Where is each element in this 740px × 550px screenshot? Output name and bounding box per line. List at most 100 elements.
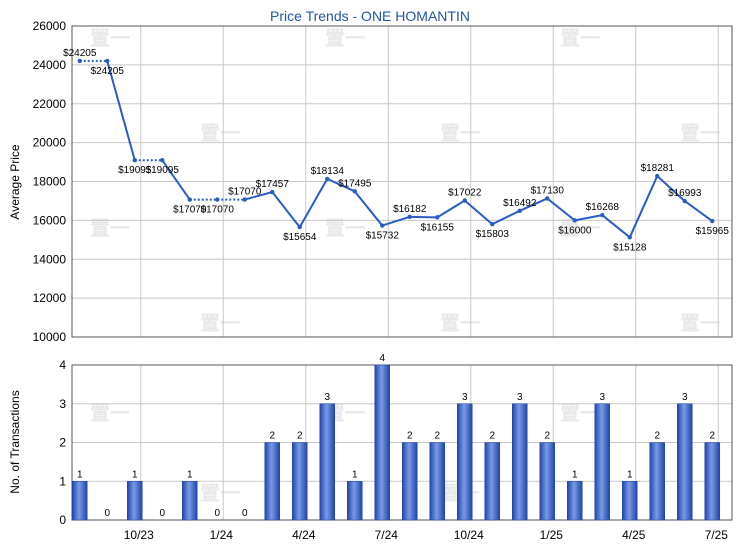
x-tick-label: 10/24 bbox=[454, 528, 484, 542]
bar-value-label: 2 bbox=[434, 431, 440, 442]
top-y-tick-label: 26000 bbox=[33, 19, 67, 33]
bar-value-label: 2 bbox=[297, 431, 303, 442]
price-point-label: $16993 bbox=[668, 188, 702, 199]
transaction-bar bbox=[402, 442, 418, 521]
top-y-tick-label: 12000 bbox=[33, 291, 67, 305]
price-point bbox=[490, 222, 495, 227]
price-point-label: $15128 bbox=[613, 242, 647, 253]
watermark-glyph: 置一 bbox=[325, 26, 365, 50]
bar-value-label: 2 bbox=[407, 431, 413, 442]
price-line-segment bbox=[298, 178, 329, 228]
price-point bbox=[270, 189, 275, 195]
price-point-label: $17070 bbox=[201, 205, 235, 216]
price-point-label: $17022 bbox=[448, 188, 482, 199]
transaction-bar bbox=[704, 442, 720, 521]
top-y-tick-label: 14000 bbox=[33, 252, 67, 266]
x-tick-label: 4/25 bbox=[622, 528, 646, 542]
price-line-segment bbox=[546, 197, 576, 222]
price-point bbox=[352, 189, 357, 194]
watermark-layer: 置一置一置一置一置一置一置一置一置一置一置一置一置一置一置一置一置一 bbox=[90, 26, 720, 505]
top-plot-grid bbox=[71, 25, 733, 338]
price-point bbox=[160, 158, 165, 163]
price-point-label: $17495 bbox=[338, 178, 372, 189]
price-point-label: $17070 bbox=[228, 187, 262, 198]
price-point bbox=[215, 197, 220, 202]
transaction-bar bbox=[429, 442, 445, 521]
watermark-glyph: 置一 bbox=[560, 26, 600, 50]
price-point bbox=[655, 173, 660, 179]
price-point bbox=[600, 212, 605, 218]
watermark-glyph: 置一 bbox=[200, 481, 240, 505]
price-point-label: $17457 bbox=[256, 179, 290, 190]
transaction-bar bbox=[264, 442, 280, 521]
price-point-labels: $24205$24205$19095$19095$17070$17070$170… bbox=[63, 48, 729, 253]
price-point-label: $17070 bbox=[173, 205, 207, 216]
price-line-series bbox=[77, 58, 715, 240]
top-y-tick-label: 22000 bbox=[33, 97, 67, 111]
bar-value-label: 2 bbox=[544, 431, 550, 442]
transaction-bar bbox=[622, 481, 638, 521]
x-tick-label: 1/25 bbox=[540, 528, 564, 542]
price-point bbox=[627, 235, 632, 240]
watermark-glyph: 置一 bbox=[90, 26, 130, 50]
bar-value-label: 0 bbox=[214, 508, 220, 519]
price-point-label: $16000 bbox=[558, 225, 592, 236]
x-tick-label: 7/25 bbox=[705, 528, 729, 542]
price-point bbox=[187, 197, 192, 202]
watermark-glyph: 置一 bbox=[200, 121, 240, 145]
transaction-bar bbox=[512, 403, 528, 521]
top-y-tick-label: 10000 bbox=[33, 330, 67, 344]
bar-value-label: 3 bbox=[324, 392, 330, 403]
bottom-y-tick-label: 4 bbox=[59, 358, 66, 372]
bottom-y-tick-label: 2 bbox=[59, 436, 66, 450]
price-point bbox=[132, 158, 137, 163]
transaction-bar bbox=[567, 481, 583, 521]
plot-border bbox=[71, 25, 733, 338]
transaction-bar bbox=[457, 403, 473, 521]
price-point bbox=[517, 208, 522, 214]
bar-value-label: 3 bbox=[682, 392, 688, 403]
price-line-segment bbox=[353, 190, 384, 227]
price-point-label: $15654 bbox=[283, 232, 317, 243]
top-y-tick-label: 24000 bbox=[33, 58, 67, 72]
price-point-label: $19095 bbox=[146, 165, 180, 176]
x-tick-label: 1/24 bbox=[210, 528, 234, 542]
price-point-label: $24205 bbox=[63, 48, 97, 59]
bottom-y-tick-labels: 0 1 2 3 4 bbox=[59, 358, 66, 527]
watermark-glyph: 置一 bbox=[560, 401, 600, 425]
price-line-segment bbox=[271, 191, 301, 228]
price-point-label: $16268 bbox=[586, 202, 620, 213]
transaction-bar bbox=[594, 403, 610, 521]
x-tick-label: 7/24 bbox=[375, 528, 399, 542]
watermark-glyph: 置一 bbox=[90, 216, 130, 240]
price-point-label: $18281 bbox=[641, 163, 675, 174]
x-tick-label: 4/24 bbox=[292, 528, 316, 542]
price-line-segment bbox=[519, 197, 548, 212]
price-point bbox=[242, 197, 247, 202]
price-point-label: $16182 bbox=[393, 204, 427, 215]
watermark-glyph: 置一 bbox=[680, 311, 720, 335]
bar-value-label: 3 bbox=[517, 392, 523, 403]
transaction-bar bbox=[677, 403, 693, 521]
bar-value-label: 0 bbox=[104, 508, 110, 519]
price-point-label: $15732 bbox=[366, 231, 400, 242]
price-line-segment bbox=[244, 191, 273, 201]
bar-value-label: 1 bbox=[187, 469, 193, 480]
bar-value-label: 3 bbox=[462, 392, 468, 403]
top-y-tick-labels: 10000 12000 14000 16000 18000 20000 22000 24000… bbox=[33, 19, 67, 344]
bar-value-label: 2 bbox=[709, 431, 715, 442]
bar-value-label: 1 bbox=[77, 469, 83, 480]
bar-value-label: 0 bbox=[159, 508, 165, 519]
price-point-label: $15803 bbox=[476, 229, 510, 240]
top-y-axis-title: Average Price bbox=[8, 144, 22, 219]
bar-value-label: 1 bbox=[572, 469, 578, 480]
price-point-label: $16492 bbox=[503, 198, 537, 209]
price-line-segment bbox=[161, 159, 191, 201]
bottom-y-axis-title: No. of Transactions bbox=[8, 390, 22, 493]
transaction-bar bbox=[292, 442, 308, 521]
transaction-bar bbox=[649, 442, 665, 521]
price-point-label: $24205 bbox=[91, 66, 125, 77]
price-point bbox=[545, 196, 550, 201]
transaction-bar bbox=[539, 442, 555, 521]
